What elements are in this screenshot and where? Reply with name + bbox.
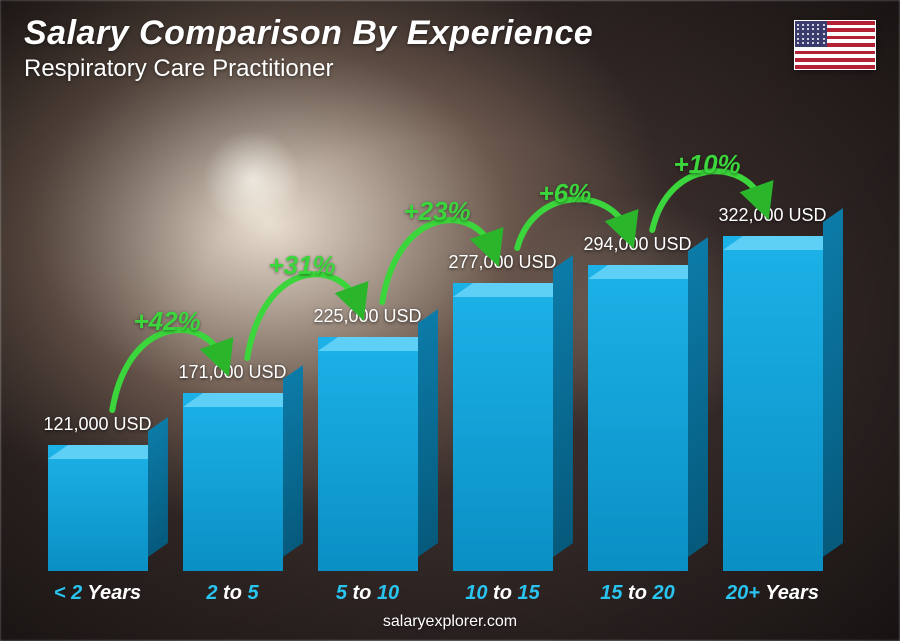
bar-body xyxy=(48,445,148,571)
bar-body xyxy=(588,265,688,571)
bar-value-label: 294,000 USD xyxy=(583,234,691,255)
bar-5: 322,000 USD20+ Years xyxy=(711,205,834,571)
bar-0: 121,000 USD< 2 Years xyxy=(36,414,159,571)
x-axis-label: 5 to 10 xyxy=(336,582,399,605)
header: Salary Comparison By Experience Respirat… xyxy=(24,14,593,83)
footer-credit: salaryexplorer.com xyxy=(0,613,900,631)
delta-label: +31% xyxy=(268,250,335,281)
x-axis-label: 15 to 20 xyxy=(600,582,675,605)
bar-value-label: 121,000 USD xyxy=(43,414,151,435)
bar-1: 171,000 USD2 to 5 xyxy=(171,362,294,571)
bar-body xyxy=(318,337,418,571)
x-axis-label: < 2 Years xyxy=(54,582,141,605)
delta-label: +10% xyxy=(673,149,740,180)
bar-body xyxy=(453,283,553,571)
x-axis-label: 10 to 15 xyxy=(465,582,540,605)
delta-label: +6% xyxy=(538,178,591,209)
bar-4: 294,000 USD15 to 20 xyxy=(576,234,699,571)
bar-value-label: 277,000 USD xyxy=(448,252,556,273)
page-subtitle: Respiratory Care Practitioner xyxy=(24,55,593,83)
bar-3: 277,000 USD10 to 15 xyxy=(441,252,564,571)
x-axis-label: 20+ Years xyxy=(726,582,819,605)
delta-label: +23% xyxy=(403,196,470,227)
bar-value-label: 322,000 USD xyxy=(718,205,826,226)
page-title: Salary Comparison By Experience xyxy=(24,14,593,53)
bar-2: 225,000 USD5 to 10 xyxy=(306,306,429,571)
bar-value-label: 225,000 USD xyxy=(313,306,421,327)
x-axis-label: 2 to 5 xyxy=(206,582,258,605)
bar-value-label: 171,000 USD xyxy=(178,362,286,383)
bar-chart: 121,000 USD< 2 Years171,000 USD2 to 5225… xyxy=(30,120,840,571)
us-flag-icon xyxy=(794,20,876,70)
delta-label: +42% xyxy=(133,306,200,337)
bar-body xyxy=(183,393,283,571)
bar-body xyxy=(723,236,823,571)
